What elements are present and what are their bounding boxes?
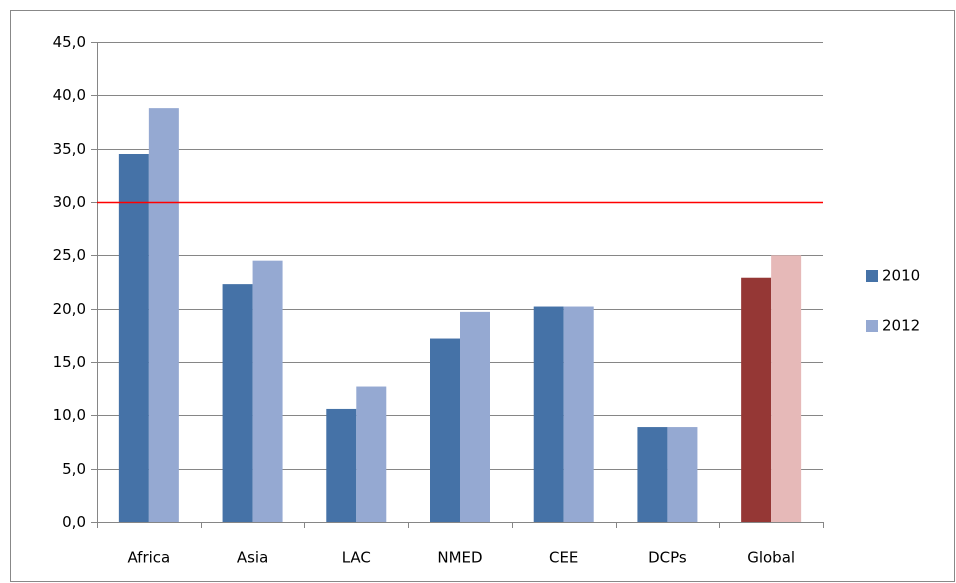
chart-border bbox=[10, 10, 955, 582]
y-tick-label: 5,0 bbox=[62, 460, 86, 478]
bar bbox=[222, 284, 253, 522]
bar bbox=[741, 277, 772, 522]
y-tick-label: 40,0 bbox=[53, 86, 86, 104]
bar bbox=[637, 427, 668, 522]
legend-swatch bbox=[866, 270, 878, 282]
y-tick-label: 25,0 bbox=[53, 246, 86, 264]
y-tick-label: 0,0 bbox=[62, 513, 86, 531]
bar bbox=[771, 255, 802, 523]
bar bbox=[356, 386, 387, 522]
legend-swatch bbox=[866, 320, 878, 332]
bar bbox=[533, 306, 564, 522]
bar bbox=[252, 260, 283, 522]
x-tick-label: Asia bbox=[237, 549, 268, 567]
y-tick-label: 15,0 bbox=[53, 353, 86, 371]
legend-label: 2012 bbox=[882, 317, 920, 335]
y-tick-label: 20,0 bbox=[53, 300, 86, 318]
bar bbox=[430, 338, 460, 522]
bar bbox=[460, 311, 490, 522]
y-tick-label: 10,0 bbox=[53, 406, 86, 424]
y-tick-label: 35,0 bbox=[53, 140, 86, 158]
x-tick-label: LAC bbox=[342, 549, 371, 567]
bar bbox=[118, 154, 149, 522]
y-tick-label: 30,0 bbox=[53, 193, 86, 211]
x-tick-label: Africa bbox=[127, 549, 170, 567]
bar bbox=[148, 108, 179, 522]
x-tick-label: Global bbox=[747, 549, 795, 567]
bar bbox=[667, 427, 698, 522]
bar bbox=[326, 408, 357, 522]
y-tick-label: 45,0 bbox=[53, 33, 86, 51]
x-tick-label: NMED bbox=[437, 549, 482, 567]
x-tick-label: CEE bbox=[549, 549, 578, 567]
legend-label: 2010 bbox=[882, 267, 920, 285]
bar bbox=[563, 306, 594, 522]
x-tick-label: DCPs bbox=[648, 549, 687, 567]
